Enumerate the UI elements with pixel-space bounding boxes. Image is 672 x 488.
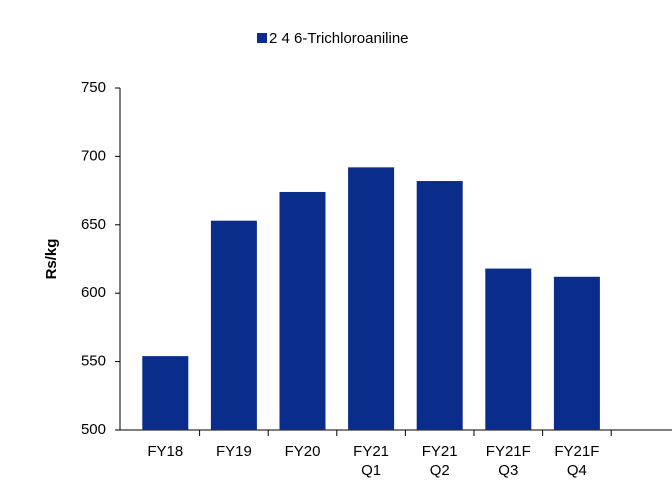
legend-label: 2 4 6-Trichloroaniline: [269, 30, 409, 47]
bar: [485, 268, 532, 430]
bar: [210, 220, 257, 430]
x-tick-label: FY19: [216, 443, 252, 460]
bar: [416, 181, 463, 430]
x-tick-label: FY21 Q1: [353, 443, 389, 479]
bar: [279, 191, 326, 430]
bar: [553, 276, 600, 430]
y-tick-label: 500: [81, 421, 106, 438]
x-tick-label: FY18: [147, 443, 183, 460]
x-tick-label: FY21F Q3: [486, 443, 531, 479]
y-tick-label: 750: [81, 79, 106, 96]
x-tick-label: FY20: [285, 443, 321, 460]
legend-swatch: [257, 33, 267, 43]
bar: [348, 167, 395, 430]
y-tick-label: 700: [81, 147, 106, 164]
y-axis-label: Rs/kg: [43, 239, 60, 280]
y-tick-label: 650: [81, 216, 106, 233]
y-tick-label: 550: [81, 353, 106, 370]
bar: [142, 356, 189, 430]
x-tick-label: FY21 Q2: [422, 443, 458, 479]
x-tick-label: FY21F Q4: [554, 443, 599, 479]
y-tick-label: 600: [81, 284, 106, 301]
